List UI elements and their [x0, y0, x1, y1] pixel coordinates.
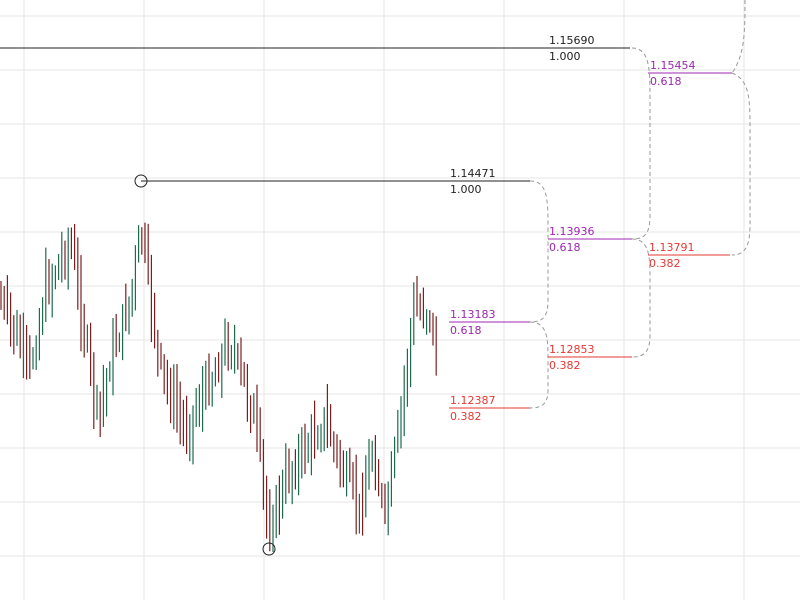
level-ratio: 0.382 — [549, 359, 581, 372]
level-price: 1.15454 — [650, 59, 696, 72]
connector — [631, 238, 651, 358]
pivot-marker — [134, 174, 148, 188]
level-ratio: 0.618 — [650, 75, 682, 88]
connector — [529, 180, 549, 323]
connector — [631, 47, 651, 240]
level-ratio: 0.618 — [450, 324, 482, 337]
level-price: 1.12387 — [450, 394, 496, 407]
level-ratio: 0.382 — [649, 257, 681, 270]
price-bars — [0, 222, 437, 552]
level-price: 1.12853 — [549, 343, 595, 356]
connector — [731, 72, 751, 256]
level-price: 1.14471 — [450, 167, 496, 180]
level-price: 1.15690 — [549, 34, 595, 47]
fib-levels: 1.15690 1.000 1.15454 0.618 1.14471 1.000 1.13… — [0, 34, 732, 423]
level-price: 1.13936 — [549, 225, 595, 238]
level-ratio: 1.000 — [450, 183, 482, 196]
level-ratio: 0.618 — [549, 241, 581, 254]
level-ratio: 0.382 — [450, 410, 482, 423]
connectors — [529, 0, 751, 409]
pivot-marker — [262, 542, 276, 556]
level-price: 1.13791 — [649, 241, 695, 254]
connector — [529, 321, 549, 409]
level-price: 1.13183 — [450, 308, 496, 321]
connector — [731, 0, 746, 74]
level-ratio: 1.000 — [549, 50, 581, 63]
